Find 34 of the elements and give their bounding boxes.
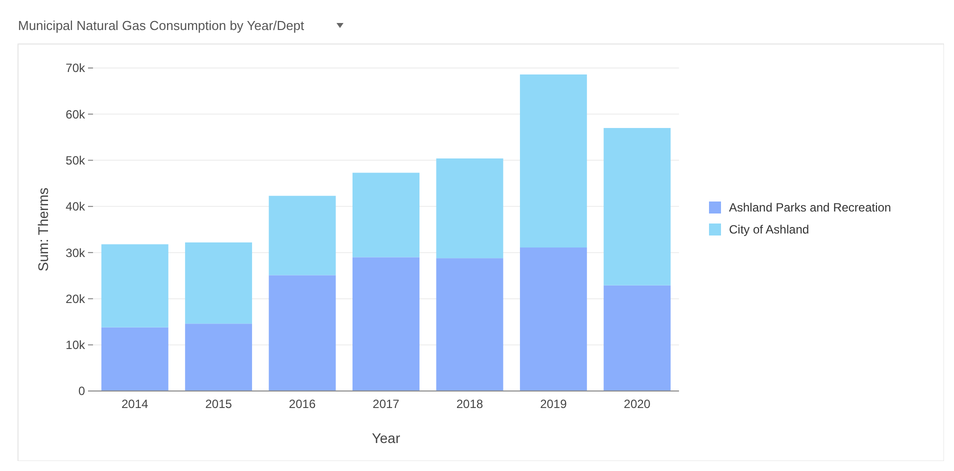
bar xyxy=(268,196,336,276)
y-tick-label: 0 xyxy=(78,384,86,398)
y-tick-label: 10k xyxy=(66,338,86,352)
legend-label: Ashland Parks and Recreation xyxy=(729,200,892,214)
bar xyxy=(268,275,336,391)
bar xyxy=(352,172,420,258)
bar xyxy=(436,158,504,258)
y-tick-label: 60k xyxy=(66,107,86,122)
bar xyxy=(604,128,671,286)
x-tick-label: 2014 xyxy=(122,397,149,411)
y-tick-label: 20k xyxy=(66,292,86,306)
bar xyxy=(352,257,420,391)
bar xyxy=(436,258,504,391)
bar xyxy=(185,242,252,324)
x-tick-label: 2017 xyxy=(372,397,400,411)
x-tick-label: 2016 xyxy=(288,397,316,411)
y-tick-label: 50k xyxy=(66,153,86,168)
bar xyxy=(520,74,587,248)
y-tick-label: 30k xyxy=(66,246,86,260)
y-tick-label: 40k xyxy=(66,200,86,214)
bar xyxy=(101,327,168,391)
x-tick-label: 2018 xyxy=(456,397,484,411)
legend-label: City of Ashland xyxy=(729,222,810,236)
x-tick-label: 2020 xyxy=(624,397,651,411)
bar xyxy=(101,244,168,328)
x-tick-label: 2019 xyxy=(540,397,568,411)
x-axis-title: Year xyxy=(372,430,400,446)
bar xyxy=(185,324,252,391)
y-axis-title: Sum: Therms xyxy=(35,188,51,272)
x-tick-label: 2015 xyxy=(205,397,232,411)
bar xyxy=(604,285,671,391)
bar xyxy=(520,247,587,391)
chart-title: Municipal Natural Gas Consumption by Year/Dept xyxy=(18,18,305,33)
y-tick-label: 70k xyxy=(66,61,86,76)
